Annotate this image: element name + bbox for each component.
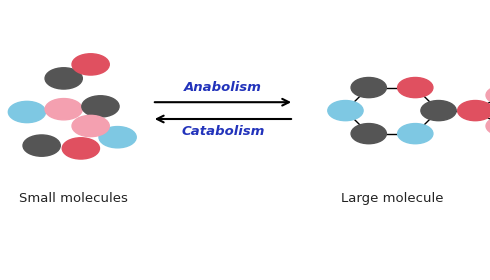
Circle shape	[398, 123, 433, 144]
Circle shape	[62, 138, 99, 159]
Circle shape	[421, 101, 456, 121]
Circle shape	[351, 123, 387, 144]
Circle shape	[45, 68, 82, 89]
Circle shape	[8, 101, 46, 123]
Circle shape	[486, 86, 490, 104]
Circle shape	[458, 101, 490, 121]
Circle shape	[72, 54, 109, 75]
Circle shape	[328, 101, 363, 121]
Text: Anabolism: Anabolism	[184, 81, 262, 94]
Circle shape	[72, 115, 109, 137]
Circle shape	[486, 117, 490, 135]
Text: Small molecules: Small molecules	[19, 192, 128, 205]
Circle shape	[23, 135, 60, 156]
Circle shape	[99, 127, 136, 148]
Text: Large molecule: Large molecule	[341, 192, 443, 205]
Text: Catabolism: Catabolism	[181, 125, 265, 138]
Circle shape	[351, 78, 387, 98]
Circle shape	[45, 99, 82, 120]
Circle shape	[398, 78, 433, 98]
Circle shape	[82, 96, 119, 117]
